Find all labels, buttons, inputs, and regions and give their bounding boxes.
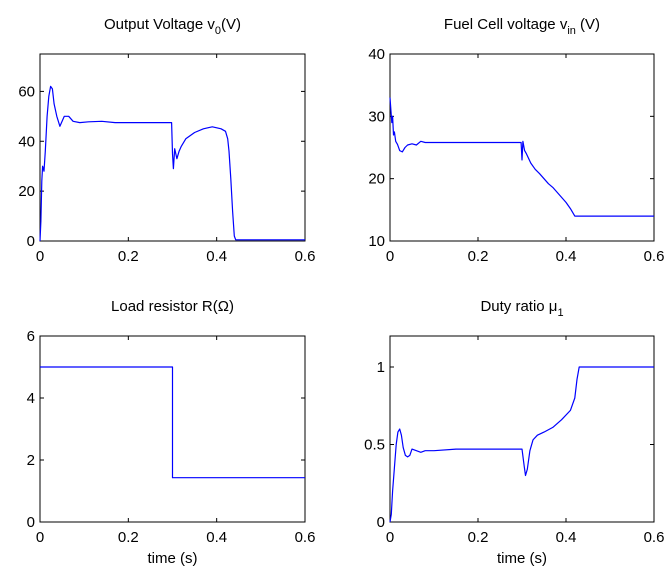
load-resistor-ytick-label: 0 (27, 514, 35, 531)
fuel-cell-voltage-plot-area (389, 53, 655, 242)
output-voltage-title: Output Voltage v0(V) (104, 16, 241, 37)
load-resistor-ytick-label: 2 (27, 452, 35, 469)
load-resistor-ytick-label: 4 (27, 390, 35, 407)
load-resistor-xaxis-label: time (s) (148, 550, 198, 567)
duty-ratio-xaxis-label: time (s) (497, 550, 547, 567)
duty-ratio-title: Duty ratio μ1 (480, 298, 563, 319)
output-voltage-ytick-label: 60 (18, 83, 35, 100)
duty-ratio-ytick-label: 0.5 (364, 437, 385, 454)
output-voltage-xtick-label: 0.6 (295, 248, 316, 265)
fuel-cell-voltage-ytick-label: 10 (368, 233, 385, 250)
fuel-cell-voltage-series-line (389, 97, 654, 217)
duty-ratio-xtick-label: 0.2 (468, 529, 489, 546)
fuel-cell-voltage-ytick-label: 20 (368, 171, 385, 188)
output-voltage-ytick-label: 0 (27, 233, 35, 250)
duty-ratio-xtick-label: 0.6 (644, 529, 665, 546)
duty-ratio-xtick-label: 0.4 (556, 529, 577, 546)
load-resistor-xtick-label: 0.4 (206, 529, 227, 546)
duty-ratio-xtick-label: 0 (386, 529, 394, 546)
output-voltage-xtick-label: 0.4 (206, 248, 227, 265)
load-resistor-ytick-label: 6 (27, 328, 35, 345)
output-voltage-chart: Output Voltage v0(V) 0 0.2 0.4 0.6 0 20 40 60 (18, 16, 315, 265)
fuel-cell-voltage-title: Fuel Cell voltage vin (V) (444, 16, 600, 37)
fuel-cell-voltage-xtick-label: 0.2 (468, 248, 489, 265)
load-resistor-series-line (40, 366, 305, 479)
output-voltage-series-line (39, 85, 305, 242)
fuel-cell-voltage-ytick-label: 30 (368, 108, 385, 125)
fuel-cell-voltage-chart: Fuel Cell voltage vin (V) 0 0.2 0.4 0.6 10 20 3… (368, 16, 664, 265)
duty-ratio-series-line (389, 366, 654, 523)
output-voltage-xtick-label: 0 (36, 248, 44, 265)
load-resistor-xtick-label: 0 (36, 529, 44, 546)
load-resistor-xtick-label: 0.6 (295, 529, 316, 546)
load-resistor-chart: Load resistor R(Ω) 0 0.2 0.4 0.6 0 2 4 6 time (s) (27, 298, 316, 567)
fuel-cell-voltage-ytick-label: 40 (368, 46, 385, 63)
fuel-cell-voltage-xtick-label: 0 (386, 248, 394, 265)
duty-ratio-ytick-label: 1 (377, 359, 385, 376)
output-voltage-xtick-label: 0.2 (118, 248, 139, 265)
output-voltage-ytick-label: 40 (18, 133, 35, 150)
load-resistor-title: Load resistor R(Ω) (111, 298, 234, 315)
fuel-cell-voltage-xtick-label: 0.4 (556, 248, 577, 265)
duty-ratio-ytick-label: 0 (377, 514, 385, 531)
duty-ratio-chart: Duty ratio μ1 0 0.2 0.4 0.6 0 0.5 1 time (s) (364, 298, 664, 567)
fuel-cell-voltage-xtick-label: 0.6 (644, 248, 665, 265)
load-resistor-xtick-label: 0.2 (118, 529, 139, 546)
duty-ratio-plot-area (389, 335, 655, 523)
output-voltage-ytick-label: 20 (18, 183, 35, 200)
